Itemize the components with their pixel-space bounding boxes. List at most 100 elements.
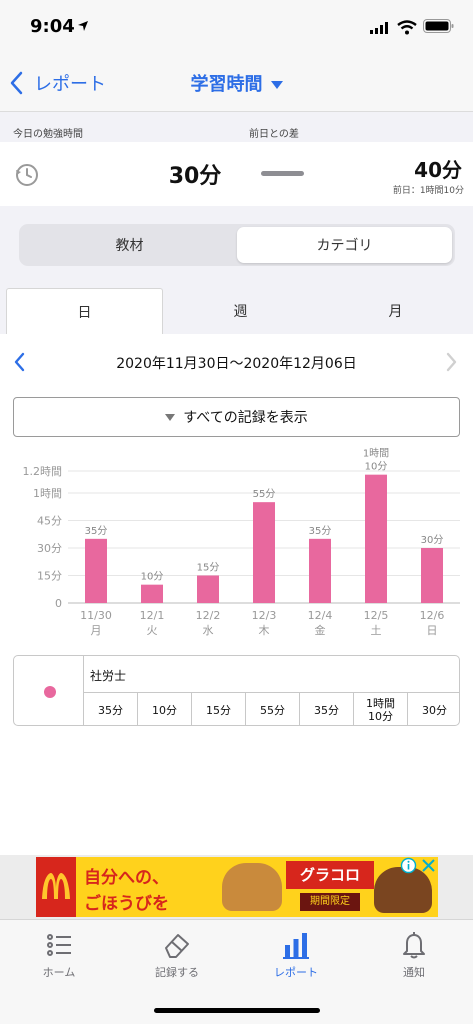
x-tick-label: 12/2 (196, 609, 221, 622)
y-tick-label: 1.2時間 (23, 465, 63, 478)
legend-swatch-cell (14, 656, 84, 725)
ad-logo-block (36, 857, 76, 917)
back-label: レポート (34, 74, 106, 95)
bar (309, 538, 331, 603)
x-tick-day-label: 金 (315, 623, 326, 637)
bar-value-label: 10分 (141, 571, 164, 583)
x-tick-label: 12/1 (140, 609, 165, 622)
bar-value-label: 30分 (421, 534, 444, 546)
chevron-left-icon (10, 71, 23, 95)
category-value-cell: 35分 (98, 703, 123, 717)
ad-image: 自分への、 ごほうびを グラコロ 期間限定 (36, 857, 438, 917)
mcdonalds-logo-icon (42, 873, 70, 899)
date-navigator: 2020年11月30日〜2020年12月06日 (0, 346, 473, 378)
x-tick-label: 12/5 (364, 609, 389, 622)
bell-icon (403, 932, 425, 959)
show-all-records-label: すべての記録を表示 (183, 410, 308, 426)
ad-brand: グラコロ (286, 861, 374, 889)
bottom-tab-bar: ホーム 記録する レポート 通知 (0, 919, 473, 1024)
category-name-cell: 社労士 (84, 656, 459, 693)
show-all-records-button[interactable]: すべての記録を表示 (13, 397, 460, 437)
segment-materials[interactable]: 教材 (115, 238, 144, 254)
eraser-icon (165, 934, 189, 958)
study-time-chart: 0 15分 30分 45分 1時間 1.2時間 35分 11/30 月 10分 12/1 火 15分 12… (23, 448, 460, 637)
tab-week[interactable]: 週 (233, 304, 248, 320)
status-time: 9:04 (30, 16, 75, 37)
category-name: 社労士 (90, 669, 127, 683)
x-tick-day-label: 日 (427, 624, 438, 637)
category-value-cell: 15分 (191, 693, 245, 725)
previous-day-value: 40分 (414, 158, 462, 182)
x-tick-label: 11/30 (80, 609, 112, 622)
caret-down-icon (270, 81, 283, 89)
burger-image-2 (374, 867, 432, 913)
bar (253, 502, 275, 603)
x-tick-day-label: 月 (91, 624, 102, 637)
tab-report-label: レポート (274, 966, 318, 979)
x-tick-day-label: 火 (147, 624, 158, 637)
y-tick-label: 30分 (37, 542, 62, 555)
ad-info-icon[interactable] (400, 857, 417, 874)
x-tick-day-label: 木 (259, 624, 270, 637)
previous-period-button[interactable] (14, 352, 26, 372)
ad-text-line2: ごほうびを (84, 894, 169, 914)
back-button[interactable]: レポート (10, 70, 106, 96)
tab-notifications[interactable]: 通知 (355, 930, 473, 980)
status-bar: 9:04 (0, 0, 473, 56)
tab-home[interactable]: ホーム (0, 930, 118, 980)
ad-badge: 期間限定 (300, 893, 360, 911)
y-tick-label: 1時間 (33, 487, 62, 500)
title-dropdown[interactable]: 学習時間 (0, 70, 473, 96)
tab-record-label: 記録する (155, 966, 199, 979)
category-value-cell: 10分 (137, 693, 191, 725)
x-tick-label: 12/6 (420, 609, 445, 622)
navigation-bar: レポート 学習時間 (0, 56, 473, 112)
x-tick-day-label: 土 (371, 624, 382, 637)
bar (365, 474, 387, 603)
ad-close-icon[interactable] (420, 857, 437, 874)
burger-image-1 (222, 863, 282, 911)
today-study-value: 30分 (168, 164, 222, 189)
bar (421, 548, 443, 603)
bar (197, 575, 219, 603)
x-tick-label: 12/4 (308, 609, 333, 622)
bar (85, 538, 107, 603)
tab-notifications-label: 通知 (403, 966, 425, 979)
signal-icon (370, 22, 388, 34)
bar (141, 584, 163, 603)
ad-text-line1: 自分への、 (84, 868, 169, 888)
category-value-cell: 30分 (407, 693, 459, 725)
tab-month[interactable]: 月 (388, 304, 403, 320)
report-content (0, 334, 473, 855)
ad-banner[interactable]: 自分への、 ごほうびを グラコロ 期間限定 (0, 855, 473, 919)
segmented-control: 教材 カテゴリ (19, 224, 455, 266)
tab-report[interactable]: レポート (237, 930, 355, 980)
next-period-button[interactable] (445, 352, 457, 372)
history-clock-icon (16, 164, 38, 186)
tab-home-label: ホーム (42, 966, 76, 979)
category-values-table: 社労士 35分 10分 15分 55分 35分 1時間 10分 30分 (13, 655, 460, 726)
tab-record[interactable]: 記録する (118, 930, 236, 980)
bar-value-label: 35分 (85, 525, 108, 537)
period-tabs: 日 週 月 (0, 288, 473, 334)
bar-value-label: 15分 (197, 562, 220, 574)
home-indicator (154, 1008, 320, 1013)
tab-day[interactable]: 日 (6, 288, 163, 334)
segment-category[interactable]: カテゴリ (237, 227, 452, 263)
date-range: 2020年11月30日〜2020年12月06日 (116, 356, 357, 372)
battery-icon (423, 19, 454, 33)
diff-dash (261, 171, 304, 176)
list-icon (47, 934, 71, 956)
page-title: 学習時間 (190, 74, 263, 95)
study-summary-row: 30分 40分 前日：1時間10分 (0, 142, 473, 206)
bar-value-label: 10分 (365, 461, 388, 473)
category-values-row: 35分 10分 15分 55分 35分 1時間 10分 30分 (84, 693, 459, 725)
bar-chart-icon (283, 933, 309, 959)
y-tick-label: 45分 (37, 515, 62, 528)
previous-day-detail: 前日：1時間10分 (392, 186, 464, 196)
y-tick-label: 15分 (37, 570, 62, 583)
category-value-cell: 35分 (299, 693, 353, 725)
category-color-dot (44, 686, 56, 698)
bar-value-label: 1時間 (363, 448, 389, 460)
location-arrow-icon (78, 21, 88, 31)
